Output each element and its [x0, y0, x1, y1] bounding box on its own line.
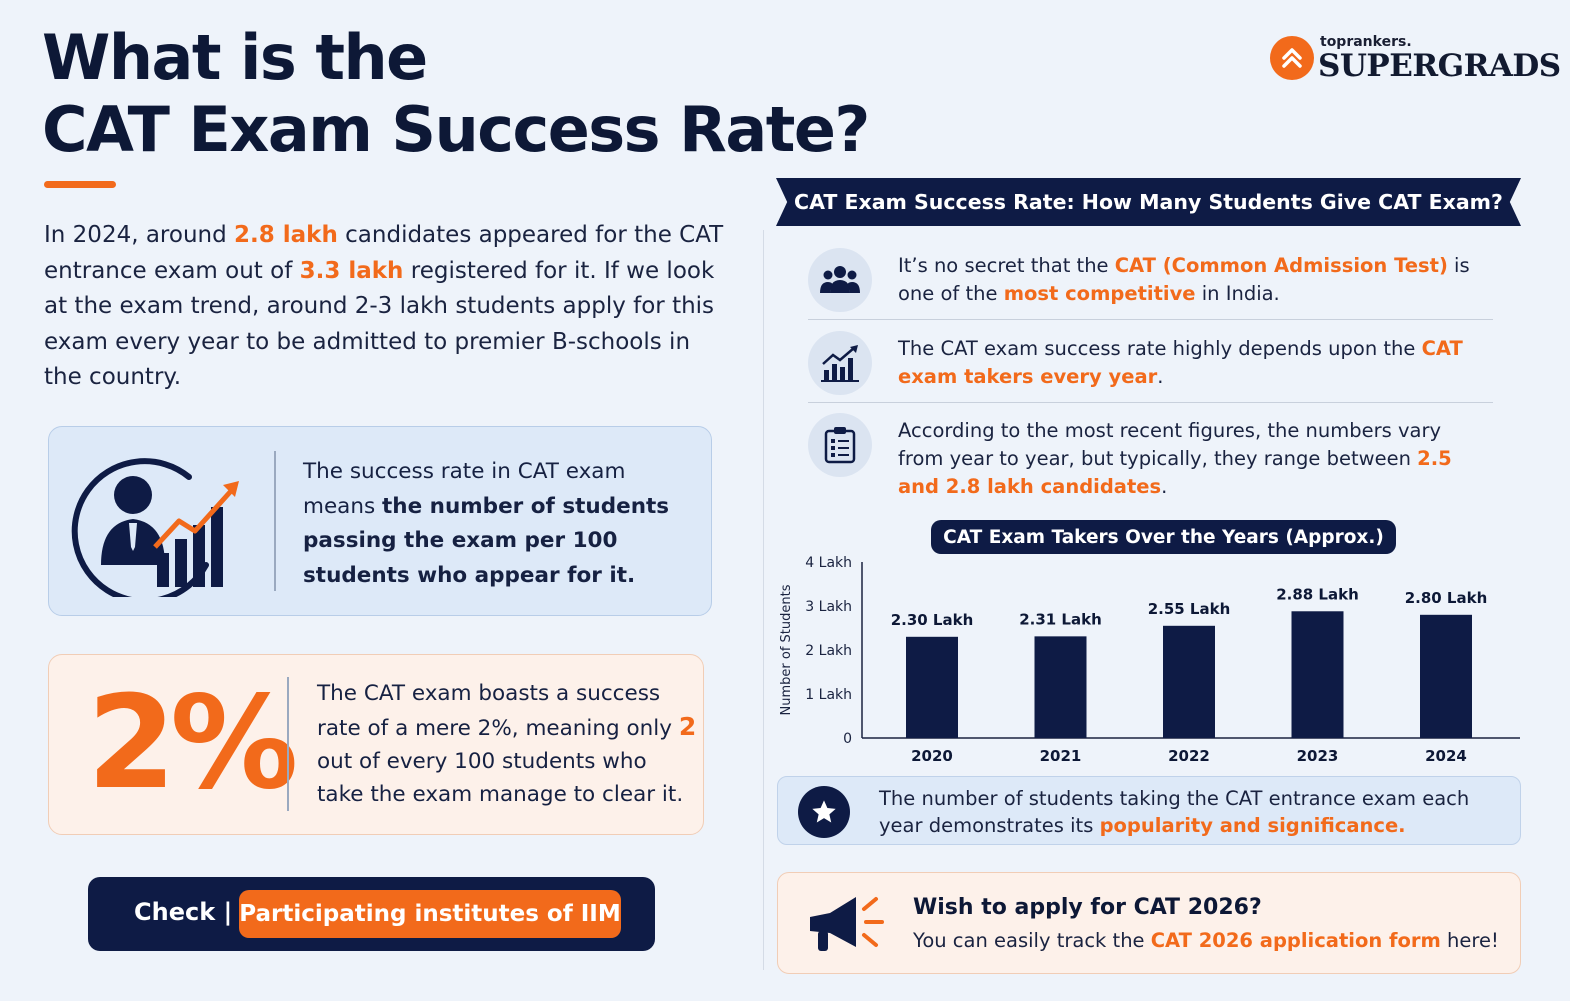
chart-bar [1034, 636, 1087, 738]
group-icon [808, 248, 872, 312]
title-line-2: CAT Exam Success Rate? [42, 93, 870, 166]
page-title: What is the CAT Exam Success Rate? [42, 21, 870, 166]
divider [808, 319, 1493, 320]
title-underline [44, 181, 116, 188]
x-tick-label: 2020 [911, 747, 953, 765]
growth-chart-icon [808, 331, 872, 395]
x-tick-label: 2024 [1425, 747, 1467, 765]
y-tick-label: 4 Lakh [805, 556, 852, 571]
brand-logo[interactable]: toprankers. SUPERGRADS [1270, 34, 1561, 90]
bar-value-label: 2.55 Lakh [1148, 600, 1231, 618]
clipboard-icon [808, 413, 872, 477]
popularity-text: The number of students taking the CAT en… [879, 787, 1470, 837]
chart-bar [1420, 614, 1472, 738]
chart-title: CAT Exam Takers Over the Years (Approx.) [931, 520, 1396, 554]
title-line-1: What is the [42, 21, 428, 94]
brand-small: toprankers. [1320, 34, 1412, 50]
application-form-link[interactable]: CAT 2026 application form [1150, 929, 1441, 952]
success-rate-card: 2% The CAT exam boasts a success rate of… [48, 654, 704, 835]
popularity-note: The number of students taking the CAT en… [777, 776, 1521, 845]
y-tick-label: 1 Lakh [805, 687, 852, 703]
chart-bar [1163, 625, 1215, 738]
exam-takers-bar-chart: 0 1 Lakh 2 Lakh 3 Lakh 4 Lakh Number of Stude… [779, 556, 1520, 765]
bar-value-label: 2.88 Lakh [1276, 585, 1359, 603]
divider [808, 402, 1493, 403]
intro-paragraph: In 2024, around 2.8 lakh candidates appe… [44, 222, 724, 390]
feature-text: It’s no secret that the CAT (Common Admi… [898, 254, 1470, 305]
brand-name: SUPERGRADS [1318, 48, 1561, 84]
divider [274, 451, 276, 591]
check-bar: Check | Participating institutes of IIM [88, 877, 655, 951]
registered-count: 3.3 lakh [299, 257, 404, 284]
appeared-count: 2.8 lakh [234, 222, 338, 248]
x-tick-label: 2022 [1168, 747, 1210, 765]
feature-text: According to the most recent figures, th… [898, 419, 1452, 498]
divider [287, 677, 289, 811]
x-tick-label: 2021 [1040, 747, 1082, 765]
feature-text: The CAT exam success rate highly depends… [898, 337, 1463, 388]
apply-text: You can easily track the CAT 2026 applic… [913, 929, 1499, 952]
y-axis-label: Number of Students [779, 584, 794, 715]
x-tick-label: 2023 [1297, 747, 1339, 765]
bar-value-label: 2.80 Lakh [1405, 589, 1488, 607]
apply-cta[interactable]: Wish to apply for CAT 2026? You can easi… [777, 872, 1521, 974]
apply-title: Wish to apply for CAT 2026? [913, 895, 1262, 920]
definition-text: The success rate in CAT exam means the n… [303, 459, 670, 588]
success-rate-text: The CAT exam boasts a success rate of a … [317, 681, 697, 807]
participating-institutes-button[interactable]: Participating institutes of IIM [239, 890, 621, 938]
megaphone-icon [810, 897, 884, 951]
y-tick-label: 2 Lakh [805, 643, 852, 659]
bar-value-label: 2.30 Lakh [891, 611, 974, 629]
section-banner: CAT Exam Success Rate: How Many Students… [776, 178, 1521, 226]
star-icon [798, 786, 850, 838]
success-rate-value: 2% [87, 669, 298, 818]
y-tick-label: 0 [843, 731, 852, 747]
definition-card: The success rate in CAT exam means the n… [48, 426, 712, 616]
chart-bar [1291, 611, 1344, 738]
chevron-up-icon [1270, 36, 1314, 80]
chart-bar [906, 636, 958, 738]
check-label: Check | [134, 898, 233, 926]
bar-value-label: 2.31 Lakh [1019, 610, 1102, 628]
businessman-growth-icon [71, 458, 239, 597]
column-divider [763, 230, 764, 970]
y-tick-label: 3 Lakh [805, 599, 852, 615]
